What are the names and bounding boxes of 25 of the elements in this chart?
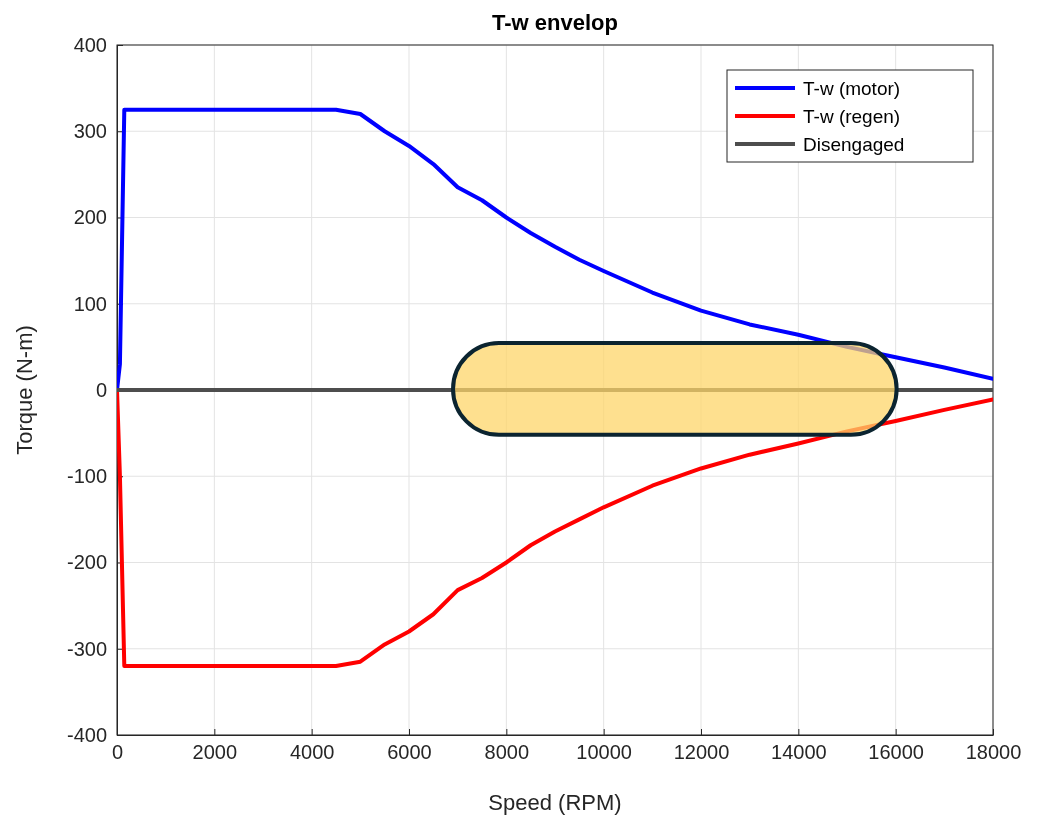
x-tick-label: 0 (111, 741, 124, 764)
y-tick-label: 100 (73, 292, 107, 315)
x-tick-label: 2000 (192, 741, 238, 764)
legend-label: T-w (regen) (803, 106, 901, 127)
x-tick-label: 6000 (387, 741, 432, 764)
y-tick-label: 200 (73, 206, 107, 229)
chart-title: T-w envelop (492, 10, 618, 35)
x-tick-label: 14000 (771, 741, 827, 764)
x-axis-title: Speed (RPM) (488, 790, 622, 815)
x-tick-label: 10000 (576, 741, 632, 764)
y-tick-label: 400 (73, 33, 107, 56)
x-tick-label: 18000 (965, 741, 1022, 764)
x-tick-label: 16000 (868, 741, 924, 764)
legend-label: Disengaged (803, 134, 905, 155)
x-tick-label: 8000 (484, 741, 530, 764)
legend-label: T-w (motor) (803, 78, 901, 99)
x-tick-label: 4000 (289, 741, 335, 764)
y-axis-title: Torque (N-m) (12, 325, 37, 455)
y-tick-label: -300 (66, 637, 107, 660)
x-tick-label: 12000 (673, 741, 730, 764)
y-tick-label: -200 (66, 551, 107, 574)
y-tick-label: 300 (73, 120, 107, 143)
y-tick-label: 0 (95, 378, 107, 401)
y-tick-label: -400 (66, 723, 107, 746)
y-tick-label: -100 (66, 465, 107, 488)
